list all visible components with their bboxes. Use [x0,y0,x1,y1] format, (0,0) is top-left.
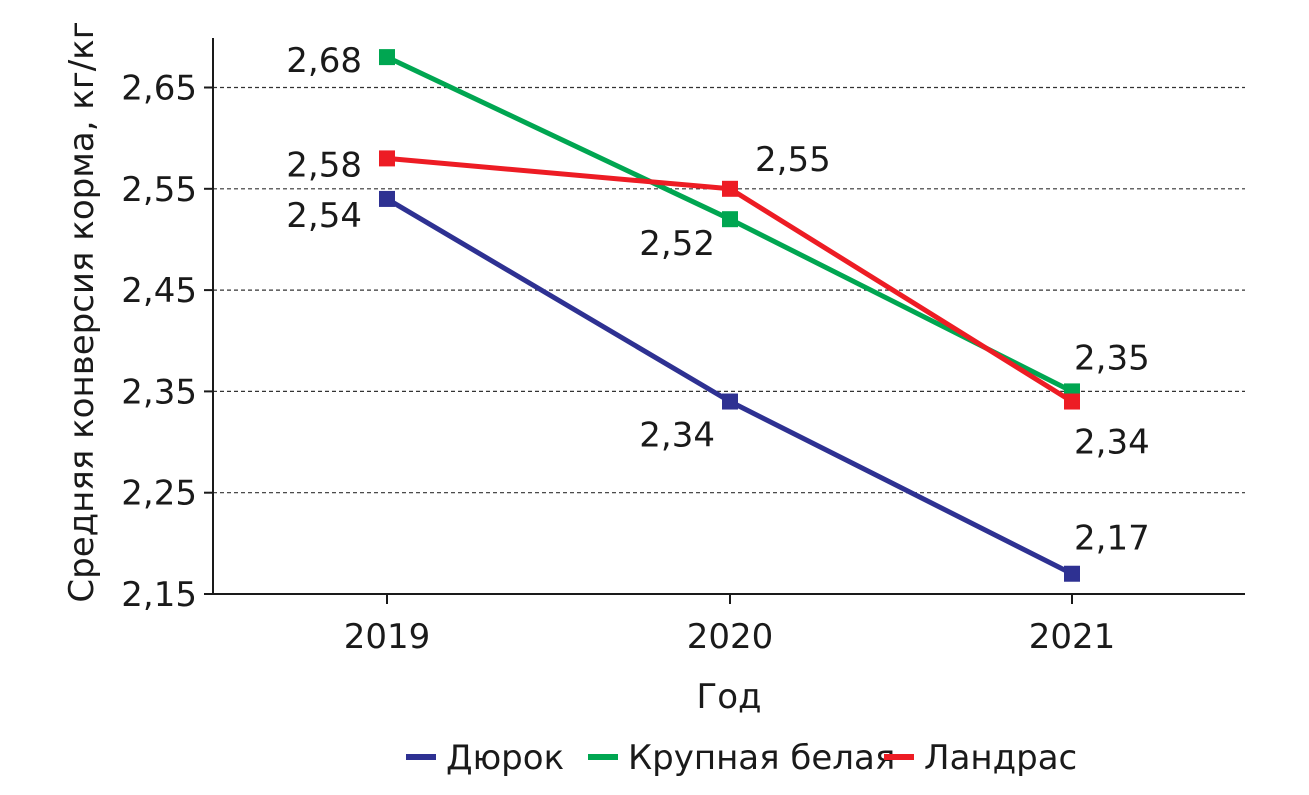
data-label: 2,34 [639,416,715,456]
data-point-marker [379,49,395,66]
grid-lines [213,86,1245,494]
x-tick-label: 2020 [687,617,774,657]
data-label: 2,68 [286,41,362,81]
data-point-marker [379,150,395,167]
y-axis-title: Средняя конверсия корма, кг/кг [62,21,102,602]
x-axis-ticks: 2019 2020 2021 [344,594,1116,657]
y-tick-label: 2,45 [121,271,197,311]
axes [212,38,1245,595]
data-label: 2,35 [1074,338,1150,378]
y-axis-ticks: 2,15 2,25 2,35 2,45 2,55 2,65 [121,69,213,615]
legend-label: Ландрас [924,738,1077,778]
y-tick-label: 2,15 [121,575,197,615]
data-point-marker [379,190,395,207]
data-point-marker [722,180,738,197]
data-label: 2,34 [1074,423,1150,463]
data-label: 2,55 [755,140,831,180]
data-label: 2,17 [1074,519,1150,559]
data-labels: 2,54 2,34 2,17 2,68 2,52 2,35 2,58 2,55 2,34 [286,41,1149,559]
x-axis-title: Год [696,677,761,717]
legend: Дюрок Крупная белая Ландрас [406,738,1077,778]
data-label: 2,58 [286,145,362,185]
y-tick-label: 2,25 [121,474,197,514]
x-tick-label: 2021 [1029,617,1116,657]
series-lines [379,49,1080,582]
legend-label: Крупная белая [628,738,895,778]
y-tick-label: 2,55 [121,170,197,210]
y-tick-label: 2,35 [121,372,197,412]
data-point-marker [1064,393,1080,410]
data-label: 2,52 [639,224,715,264]
series-line [385,196,1074,576]
data-point-marker [722,393,738,410]
data-point-marker [1064,565,1080,582]
legend-label: Дюрок [446,738,564,778]
data-point-marker [722,211,738,228]
y-tick-label: 2,65 [121,69,197,109]
x-tick-label: 2019 [344,617,431,657]
data-label: 2,54 [286,196,362,236]
